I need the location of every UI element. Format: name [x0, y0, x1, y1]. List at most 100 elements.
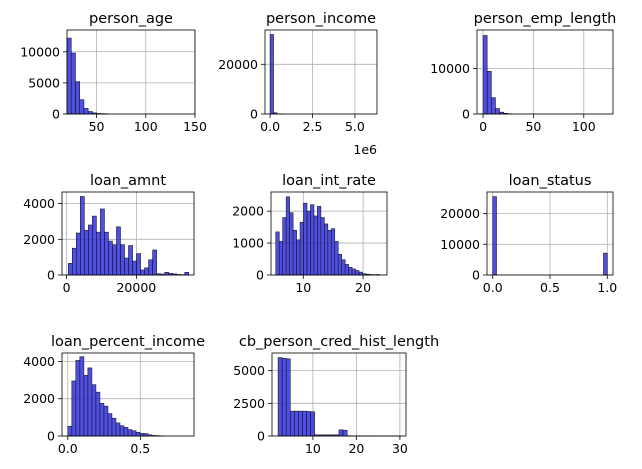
histogram-bar: [351, 268, 356, 276]
histogram-bar: [79, 356, 85, 437]
subplot-loan-amnt: loan_amnt 0 20000 0 2000 4000: [23, 173, 195, 295]
histogram-bar: [140, 269, 145, 276]
x-tick-label: 10: [295, 280, 311, 295]
histogram-bar: [72, 247, 77, 276]
x-tick-label: 100: [134, 119, 158, 134]
histogram-bar: [87, 367, 93, 437]
subplot-loan-int-rate: loan_int_rate 10 20 0 1000 2000: [232, 173, 388, 295]
subplot-cb-person-cred-hist-length: cb_person_cred_hist_length 10 20 30 0 2500 500…: [233, 334, 439, 456]
histogram-bar: [79, 99, 85, 115]
histogram-bar: [100, 208, 105, 276]
histogram-bar: [136, 253, 141, 276]
subplot-title: person_emp_length: [474, 11, 617, 27]
histogram-bar: [269, 34, 274, 115]
y-tick-label: 2000: [23, 232, 55, 247]
subplot-title: loan_amnt: [90, 173, 166, 189]
histogram-bar: [152, 249, 157, 276]
histogram-bar: [71, 380, 77, 437]
histogram-bar: [75, 360, 81, 437]
subplot-title: loan_status: [509, 173, 592, 189]
histogram-bar: [83, 375, 89, 437]
x-tick-label: 5.0: [345, 119, 365, 134]
x-tick-label: 0: [479, 119, 487, 134]
histogram-bar: [275, 231, 280, 276]
subplot-title: loan_int_rate: [282, 173, 376, 189]
histogram-bar: [135, 431, 141, 437]
histogram-bar: [495, 108, 500, 115]
histogram-bar: [103, 405, 109, 437]
y-tick-label: 10000: [430, 61, 470, 76]
x-tick-label: 50: [525, 119, 541, 134]
y-tick-label: 2000: [23, 391, 55, 406]
subplot-title: loan_percent_income: [51, 334, 205, 350]
histogram-bar: [67, 263, 73, 276]
histogram-bar: [317, 206, 322, 276]
y-tick-label: 0: [256, 268, 264, 283]
histogram-bar: [120, 244, 125, 276]
histogram-bar: [124, 257, 129, 276]
histogram-bar: [289, 212, 294, 276]
histogram-bar: [107, 413, 113, 437]
histogram-bar: [310, 411, 315, 437]
subplot-loan-status: loan_status 0.0 0.5 1.0 0 10000 20000: [440, 173, 617, 295]
axes-frame: [61, 191, 195, 276]
histogram-bar: [355, 270, 360, 276]
axes-frame: [66, 29, 196, 115]
y-tick-label: 5000: [233, 363, 265, 378]
histogram-bar: [492, 196, 497, 276]
y-tick-label: 2500: [233, 396, 265, 411]
plot-background: [67, 30, 195, 114]
axes-frame: [476, 29, 614, 115]
x-tick-label: 0.5: [130, 441, 150, 456]
histogram-bar: [324, 223, 329, 276]
histogram-bar: [338, 429, 344, 437]
histogram-bar: [104, 231, 109, 276]
x-tick-label: 1.0: [597, 280, 617, 295]
histogram-bar: [144, 267, 149, 276]
x-offset-label: 1e6: [353, 142, 377, 157]
x-tick-label: 0.5: [540, 280, 560, 295]
x-tick-label: 20000: [116, 280, 156, 295]
y-tick-label: 4000: [23, 196, 55, 211]
axes-frame: [271, 352, 407, 437]
y-tick-label: 0: [47, 268, 55, 283]
histogram-bar: [116, 226, 121, 276]
x-tick-label: 0.0: [58, 441, 78, 456]
histogram-bar: [303, 202, 308, 276]
y-tick-label: 5000: [28, 75, 60, 90]
histogram-bar: [164, 272, 169, 276]
x-tick-label: 50: [89, 119, 105, 134]
histogram-bar: [92, 215, 97, 276]
histogram-bar: [281, 357, 287, 437]
subplot-title: cb_person_cred_hist_length: [239, 334, 439, 350]
histogram-bar: [277, 357, 283, 437]
histogram-bar: [302, 410, 307, 437]
histogram-bar: [66, 37, 72, 115]
histogram-bar: [119, 425, 125, 437]
histogram-bar: [299, 222, 304, 276]
histogram-bar: [296, 239, 301, 276]
histogram-bar: [111, 417, 117, 437]
y-tick-label: 4000: [23, 354, 55, 369]
histogram-bar: [67, 426, 73, 437]
histogram-bar: [91, 384, 97, 437]
y-tick-label: 0: [47, 429, 55, 444]
histogram-bar: [337, 253, 342, 276]
histogram-bar: [127, 429, 133, 437]
histogram-bar: [348, 267, 353, 276]
histogram-bar: [306, 411, 311, 437]
histogram-bar: [95, 391, 101, 437]
x-tick-label: 0: [63, 280, 71, 295]
x-tick-label: 2.5: [303, 119, 323, 134]
subplot-loan-percent-income: loan_percent_income 0.0 0.5 0 2000 4000: [23, 334, 205, 456]
histogram-bar: [482, 35, 488, 115]
histogram-bar: [292, 230, 297, 276]
y-tick-label: 20000: [218, 57, 258, 72]
histogram-bar: [603, 252, 608, 276]
y-tick-label: 10000: [20, 44, 60, 59]
histogram-bar: [88, 224, 93, 276]
subplot-person-income: person_income 0.0 2.5 5.0 0 20000 1e6: [218, 11, 378, 157]
histogram-bar: [310, 204, 315, 276]
x-tick-label: 10: [305, 441, 321, 456]
y-tick-label: 0: [52, 107, 60, 122]
